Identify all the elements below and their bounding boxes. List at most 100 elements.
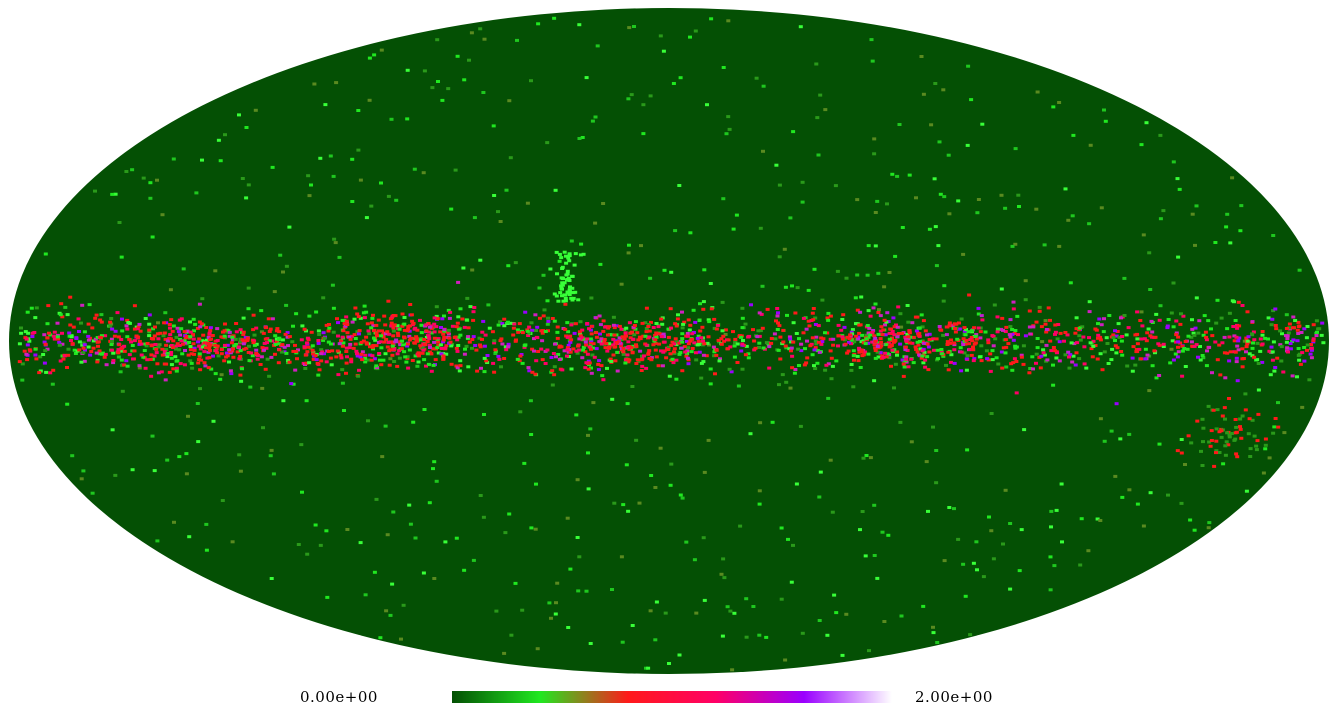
source-marker (485, 354, 490, 357)
source-marker (553, 612, 558, 616)
source-marker (254, 348, 259, 352)
source-marker (154, 347, 159, 351)
source-marker (550, 383, 555, 387)
source-marker (367, 98, 372, 102)
source-marker (1070, 214, 1075, 218)
source-marker (598, 323, 603, 327)
source-marker (798, 424, 803, 428)
source-marker (1255, 341, 1260, 345)
source-marker (1145, 331, 1150, 335)
source-marker (394, 338, 399, 342)
source-marker (169, 356, 174, 360)
source-marker (692, 558, 697, 562)
source-marker (854, 334, 859, 338)
source-marker (1225, 431, 1230, 435)
source-marker (17, 360, 22, 364)
source-marker (215, 339, 220, 342)
source-marker (776, 348, 781, 352)
source-marker (1183, 365, 1188, 368)
source-marker (120, 389, 125, 393)
source-marker (407, 348, 412, 352)
source-marker (1250, 354, 1255, 358)
source-marker (715, 323, 720, 327)
source-marker (530, 370, 535, 374)
source-marker (532, 337, 536, 341)
source-marker (246, 351, 251, 354)
source-marker (1086, 549, 1091, 553)
source-marker (1145, 353, 1150, 357)
source-marker (580, 136, 585, 139)
source-marker (927, 332, 932, 336)
source-marker (1217, 343, 1222, 347)
source-marker (743, 353, 748, 357)
source-marker (1182, 347, 1187, 350)
source-marker (680, 337, 685, 341)
source-marker (1016, 193, 1021, 197)
source-marker (505, 320, 510, 324)
source-marker (1153, 351, 1157, 355)
source-marker (42, 333, 47, 337)
source-marker (1053, 332, 1057, 336)
source-marker (1044, 328, 1049, 331)
source-marker (573, 252, 578, 256)
source-marker (197, 354, 202, 358)
source-marker (993, 337, 998, 341)
source-marker (919, 55, 924, 58)
source-marker (1297, 358, 1302, 362)
source-marker (335, 317, 339, 321)
source-marker (230, 540, 235, 544)
source-marker (1152, 349, 1157, 353)
source-marker (622, 337, 627, 341)
source-marker (663, 611, 668, 615)
source-marker (1006, 342, 1011, 346)
source-marker (237, 357, 242, 361)
source-marker (589, 366, 593, 370)
source-marker (200, 345, 205, 349)
source-marker (457, 327, 462, 331)
source-marker (426, 322, 431, 325)
source-marker (385, 345, 390, 349)
source-marker (280, 338, 285, 342)
source-marker (601, 319, 606, 323)
source-marker (1273, 366, 1278, 369)
source-marker (210, 334, 215, 337)
source-marker (496, 210, 500, 214)
source-marker (621, 350, 626, 354)
source-marker (824, 363, 829, 367)
source-marker (60, 331, 64, 335)
source-marker (566, 626, 571, 629)
source-marker (190, 366, 195, 370)
source-marker (1010, 332, 1015, 336)
source-marker (63, 354, 68, 358)
source-marker (498, 220, 503, 223)
source-marker (1278, 329, 1283, 333)
source-marker (568, 340, 573, 344)
source-marker (847, 340, 851, 344)
source-marker (348, 337, 353, 341)
source-marker (71, 325, 76, 329)
source-marker (691, 308, 696, 312)
source-marker (857, 323, 862, 327)
source-marker (1135, 337, 1140, 341)
source-marker (783, 658, 788, 662)
source-marker (593, 316, 598, 320)
source-marker (223, 133, 227, 137)
source-marker (719, 572, 724, 576)
source-marker (848, 333, 853, 337)
source-marker (490, 330, 495, 334)
source-marker (810, 336, 815, 340)
source-marker (826, 396, 831, 400)
source-marker (473, 344, 478, 347)
source-marker (1254, 444, 1259, 448)
source-marker (1156, 342, 1161, 346)
source-marker (599, 337, 604, 341)
source-marker (1217, 451, 1222, 454)
source-marker (541, 273, 546, 277)
source-marker (428, 346, 432, 349)
source-marker (1220, 414, 1225, 418)
source-marker (879, 340, 884, 344)
source-marker (504, 188, 509, 192)
source-marker (191, 337, 196, 341)
source-marker (890, 172, 895, 176)
source-marker (961, 337, 966, 341)
